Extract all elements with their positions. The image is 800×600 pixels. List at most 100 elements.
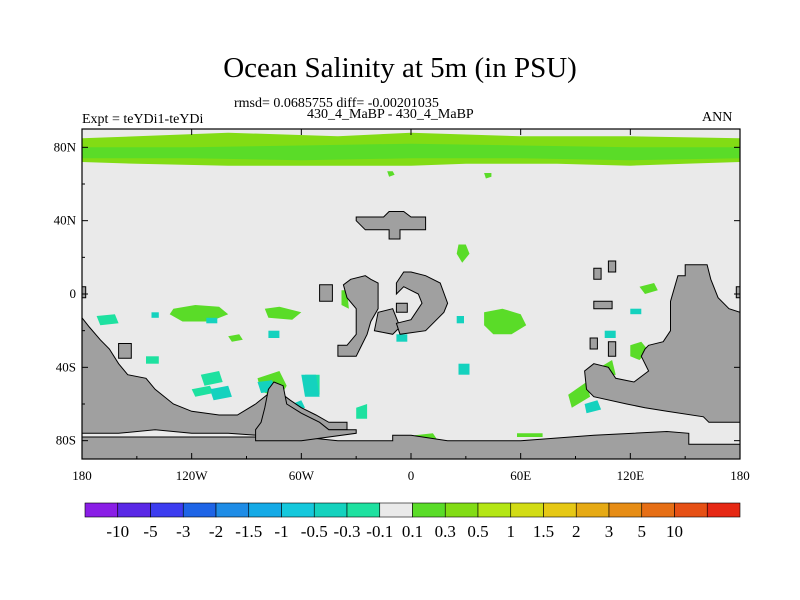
- salinity-anomaly-region: [209, 385, 232, 401]
- salinity-anomaly-region: [191, 385, 214, 397]
- salinity-anomaly-region: [82, 143, 740, 161]
- y-tick-label: 80S: [56, 433, 76, 448]
- chart-title: Ocean Salinity at 5m (in PSU): [223, 52, 577, 84]
- salinity-anomaly-region: [630, 308, 642, 315]
- colorbar-label: -2: [209, 522, 223, 541]
- land-mass: [395, 302, 408, 313]
- salinity-anomaly-region: [264, 306, 302, 320]
- colorbar-box: [84, 502, 119, 518]
- salinity-anomaly-region: [639, 283, 658, 294]
- colorbar-box: [346, 502, 381, 518]
- salinity-anomaly-region: [584, 400, 602, 414]
- colorbar-box: [674, 502, 708, 518]
- salinity-anomaly-region: [387, 171, 395, 177]
- colorbar-box: [543, 502, 577, 518]
- colorbar-label: 5: [638, 522, 647, 541]
- land-mass: [589, 337, 598, 350]
- salinity-anomaly-region: [301, 374, 320, 397]
- x-tick-label: 0: [408, 468, 415, 483]
- colorbar-label: -0.5: [301, 522, 328, 541]
- colorbar-box: [510, 502, 544, 518]
- colorbar-box: [182, 502, 217, 518]
- land-mass: [355, 211, 427, 240]
- land-mass: [255, 381, 357, 442]
- land-mass: [395, 271, 449, 335]
- season-label: ANN: [702, 110, 733, 125]
- salinity-anomaly-region: [484, 173, 492, 179]
- colorbar-box: [477, 502, 512, 518]
- case-line: 430_4_MaBP - 430_4_MaBP: [307, 107, 474, 122]
- colorbar-label: -1.5: [235, 522, 262, 541]
- colorbar-label: -1: [274, 522, 288, 541]
- land-mass: [607, 341, 617, 357]
- x-tick-label: 120E: [617, 468, 645, 483]
- salinity-anomaly-region: [456, 244, 470, 263]
- colorbar-box: [575, 502, 610, 518]
- land-mass: [584, 264, 740, 423]
- x-tick-label: 60E: [510, 468, 531, 483]
- colorbar-box: [150, 502, 184, 518]
- salinity-anomaly-region: [268, 330, 280, 338]
- x-tick-label: 180: [72, 468, 92, 483]
- salinity-anomaly-region: [517, 433, 543, 437]
- x-tick-label: 120W: [176, 468, 209, 483]
- colorbar-label: 1: [507, 522, 516, 541]
- land-mass: [337, 275, 379, 357]
- salinity-anomaly-region: [169, 305, 229, 322]
- salinity-anomaly-region: [568, 382, 591, 408]
- land-mass: [373, 308, 401, 335]
- land-mass: [735, 286, 740, 299]
- colorbar-label: 0.1: [402, 522, 423, 541]
- salinity-anomaly-region: [456, 316, 464, 324]
- colorbar-box: [281, 502, 315, 518]
- land-mass: [319, 284, 333, 302]
- colorbar-label: -5: [143, 522, 157, 541]
- colorbar-label: 3: [605, 522, 614, 541]
- land-mass: [607, 260, 617, 273]
- colorbar-label: 2: [572, 522, 581, 541]
- colorbar-box: [379, 502, 413, 518]
- colorbar-label: -0.3: [334, 522, 361, 541]
- colorbar-label: -0.1: [366, 522, 393, 541]
- x-tick-label: 60W: [289, 468, 315, 483]
- colorbar-label: -3: [176, 522, 190, 541]
- colorbar-label: 0.5: [467, 522, 488, 541]
- land-mass: [593, 267, 602, 280]
- colorbar-label: 0.3: [435, 522, 456, 541]
- land-mass: [82, 286, 87, 299]
- colorbar-box: [313, 502, 348, 518]
- salinity-anomaly-region: [458, 363, 470, 375]
- land-mass: [82, 430, 740, 459]
- y-tick-label: 80N: [54, 139, 77, 154]
- salinity-anomaly-region: [228, 334, 243, 342]
- colorbar-box: [444, 502, 479, 518]
- colorbar-label: -10: [106, 522, 129, 541]
- experiment-label: Expt = teYDi1-teYDi: [82, 112, 204, 127]
- colorbar-box: [248, 502, 282, 518]
- salinity-anomaly-region: [484, 308, 527, 335]
- salinity-anomaly-region: [396, 334, 408, 342]
- salinity-anomaly-region: [146, 356, 159, 364]
- colorbar-box: [412, 502, 446, 518]
- salinity-anomaly-region: [151, 312, 159, 318]
- colorbar-box: [706, 502, 741, 518]
- land-mass: [118, 343, 132, 359]
- salinity-anomaly-region: [200, 371, 223, 386]
- y-tick-label: 40N: [54, 213, 77, 228]
- salinity-anomaly-region: [206, 317, 218, 324]
- y-tick-label: 0: [70, 286, 77, 301]
- x-tick-label: 180: [730, 468, 750, 483]
- salinity-anomaly-region: [356, 404, 368, 419]
- colorbar-label: 10: [666, 522, 683, 541]
- colorbar-box: [117, 502, 151, 518]
- colorbar-label: 1.5: [533, 522, 554, 541]
- salinity-anomaly-region: [96, 314, 119, 326]
- colorbar-box: [641, 502, 675, 518]
- land-mass: [593, 300, 613, 310]
- colorbar-box: [215, 502, 250, 518]
- y-tick-label: 40S: [56, 359, 76, 374]
- stats-line: rmsd= 0.0685755 diff= -0.00201035: [234, 96, 439, 111]
- salinity-anomaly-region: [604, 330, 616, 338]
- colorbar-box: [608, 502, 643, 518]
